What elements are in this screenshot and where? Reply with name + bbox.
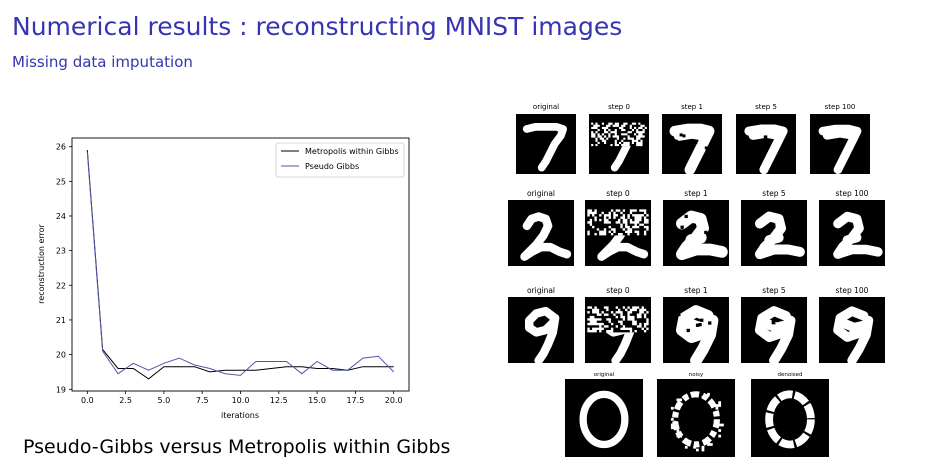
- mnist-panel-labels: original step 0 step 1 step 5 step 100 origin…: [527, 103, 869, 378]
- panel-label: step 0: [606, 286, 630, 295]
- x-tick-label: 15.0: [308, 396, 326, 405]
- digit-7-original-panel: [516, 114, 576, 174]
- panel-label: step 5: [762, 189, 786, 198]
- digit-7-step5-panel: [736, 114, 796, 175]
- panel-label: step 0: [606, 189, 630, 198]
- digit-2-step100-panel: [819, 200, 885, 266]
- mnist-panels: [508, 114, 885, 457]
- panel-label: original: [527, 286, 555, 295]
- series-line-metropolis: [86, 150, 394, 380]
- digit-0-denoised-panel: [751, 379, 829, 457]
- panel-label: noisy: [689, 372, 704, 378]
- panel-label: step 1: [684, 286, 708, 295]
- series-lines: [86, 150, 395, 380]
- panel-label: denoised: [778, 372, 803, 378]
- page-title: Numerical results : reconstructing MNIST…: [12, 12, 623, 41]
- legend-label-metropolis: Metropolis within Gibbs: [305, 147, 399, 156]
- y-axis-label: reconstruction error: [37, 223, 46, 303]
- x-axis: 0.0 2.5 5.0 7.5 10.0 12.5 15.0 17.5 20.0: [81, 391, 403, 405]
- digit-2-step1-panel: [663, 200, 729, 266]
- y-tick-label: 21: [56, 316, 66, 325]
- x-tick-label: 0.0: [81, 396, 94, 405]
- x-tick-label: 2.5: [119, 396, 132, 405]
- y-tick-label: 26: [56, 143, 66, 152]
- panel-label: step 100: [836, 286, 869, 295]
- digit-7-step100-panel: [810, 114, 870, 174]
- x-tick-label: 20.0: [385, 396, 403, 405]
- x-tick-label: 17.5: [346, 396, 364, 405]
- y-tick-label: 20: [56, 351, 66, 360]
- digit-9-step1-panel: [663, 297, 729, 367]
- slide-caption: Pseudo-Gibbs versus Metropolis within Gi…: [23, 436, 451, 458]
- y-tick-label: 22: [56, 281, 66, 290]
- x-axis-label: iterations: [221, 411, 259, 420]
- digit-0-original-panel: [565, 379, 643, 457]
- x-tick-label: 10.0: [232, 396, 250, 405]
- panel-label: step 100: [836, 189, 869, 198]
- y-axis: 19 20 21 22 23 24 25 26: [56, 143, 72, 394]
- x-tick-label: 7.5: [196, 396, 209, 405]
- page-subtitle: Missing data imputation: [12, 53, 193, 71]
- digit-9-step5-panel: [741, 297, 807, 366]
- panel-label: step 0: [608, 103, 630, 111]
- panel-label: step 5: [755, 103, 777, 111]
- digit-2-step0-panel: [585, 200, 651, 266]
- y-tick-label: 25: [56, 177, 66, 186]
- reconstruction-error-chart: 19 20 21 22 23 24 25 26 0.0 2.5 5.0 7.5 10.0 12.5 15.…: [37, 137, 410, 420]
- x-tick-label: 12.5: [270, 396, 288, 405]
- panel-label: step 1: [684, 189, 708, 198]
- panel-label: step 5: [762, 286, 786, 295]
- panel-label: original: [594, 372, 615, 378]
- panel-label: step 1: [681, 103, 703, 111]
- x-tick-label: 5.0: [158, 396, 171, 405]
- legend-label-pseudo-gibbs: Pseudo Gibbs: [305, 162, 359, 171]
- series-line-pseudo-gibbs: [86, 151, 395, 376]
- y-tick-label: 24: [56, 212, 66, 221]
- digit-7-step1-panel: [662, 114, 722, 176]
- panel-label: original: [527, 189, 555, 198]
- digit-9-step0-panel: [585, 297, 651, 364]
- y-tick-label: 19: [56, 385, 66, 394]
- panel-label: original: [533, 103, 559, 111]
- digit-0-noisy-panel: [657, 379, 735, 457]
- panel-label: step 100: [825, 103, 856, 111]
- digit-7-step0-panel: [589, 114, 649, 174]
- digit-2-original-panel: [508, 200, 574, 266]
- digit-9-step100-panel: [819, 297, 885, 366]
- legend: Metropolis within Gibbs Pseudo Gibbs: [275, 142, 405, 178]
- digit-2-step5-panel: [741, 200, 807, 266]
- digit-9-original-panel: [508, 297, 574, 365]
- y-tick-label: 23: [56, 247, 66, 256]
